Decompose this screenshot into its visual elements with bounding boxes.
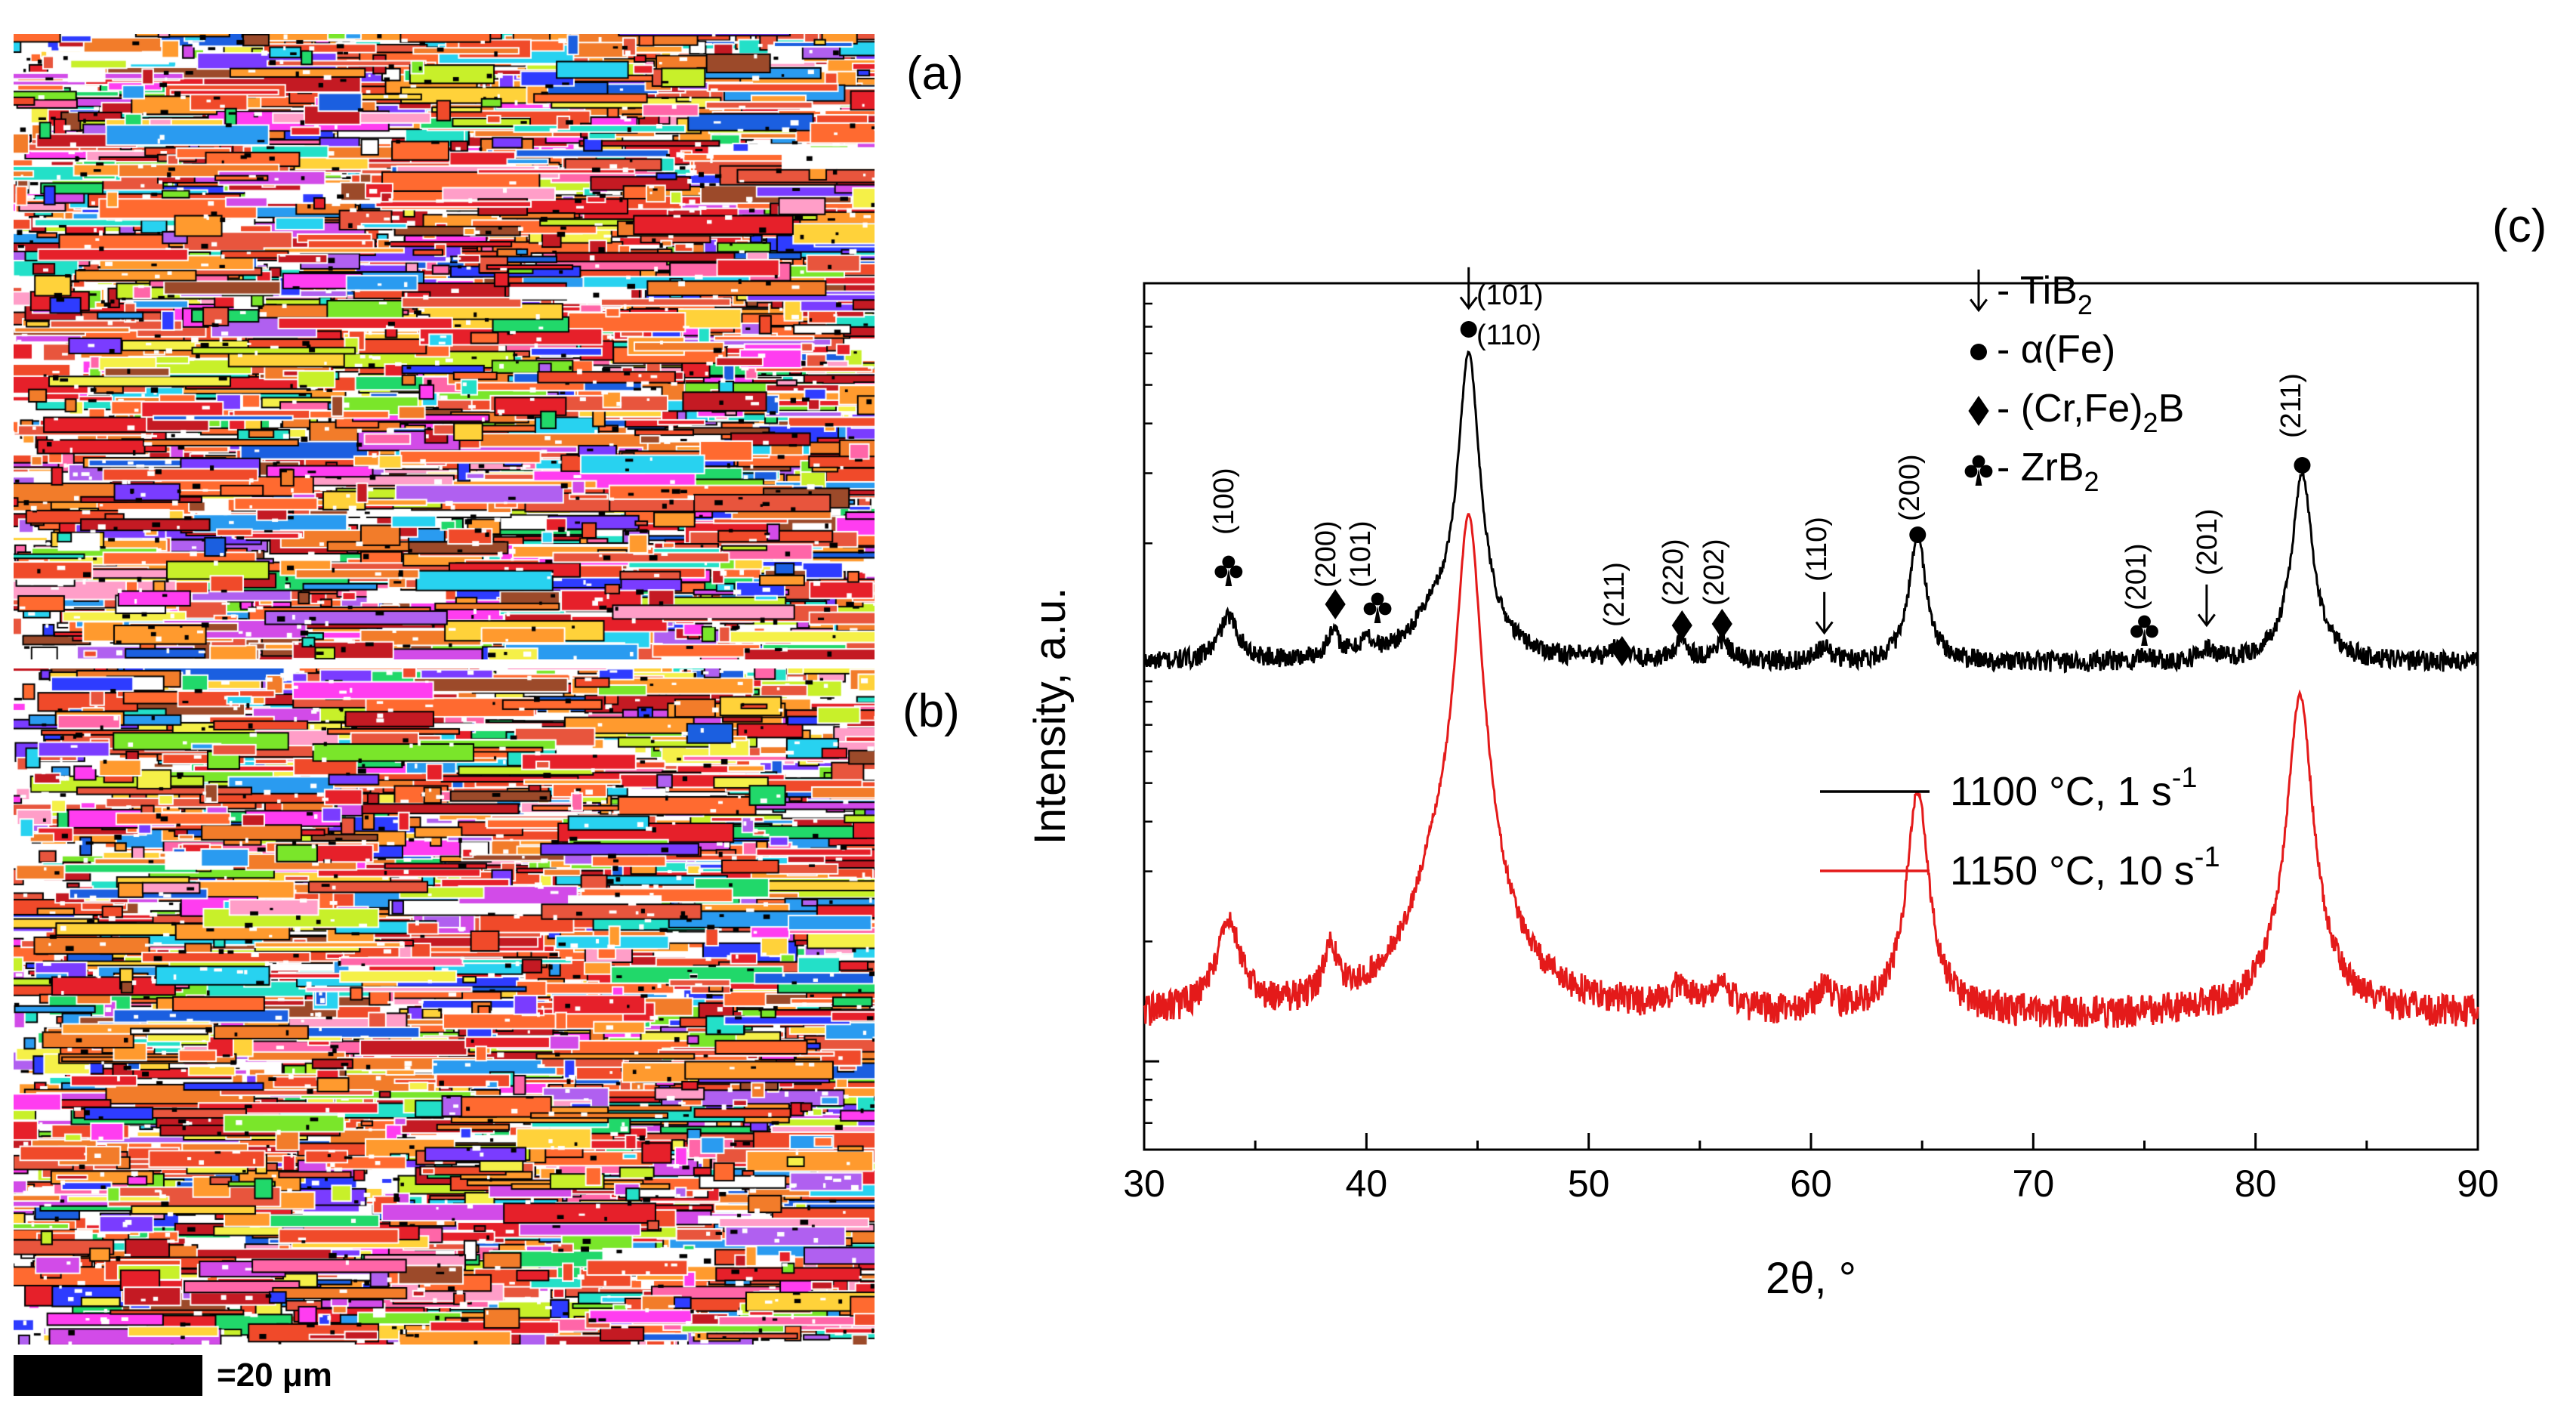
phase-legend: - TiB2 - α(Fe) - (Cr,Fe)2B - ZrB2	[1964, 269, 2184, 497]
club-icon	[1214, 555, 1243, 586]
peak-hkl-label: (200)	[1310, 520, 1342, 588]
peak-hkl-label: (201)	[2121, 543, 2152, 610]
phase-legend-label: - TiB2	[1997, 269, 2093, 320]
peak-annotations: (100)(200) (101)(101)(110)(211) (220) (202)…	[1208, 267, 2311, 666]
peak-hkl-label: (100)	[1208, 468, 1240, 535]
peak-hkl-label: (110)	[1476, 320, 1541, 351]
peak-hkl-label: (211)	[1599, 562, 1630, 627]
orientation-map-image-b	[14, 668, 875, 1345]
peak-hkl-label: (110)	[1801, 517, 1833, 582]
orientation-map-image-a	[14, 34, 875, 659]
arrow-down-icon	[1815, 591, 1834, 635]
series-legend-label: 1150 °C, 10 s-1	[1950, 841, 2220, 894]
arrow-down-icon	[1970, 269, 1988, 313]
x-tick-label: 50	[1568, 1162, 1610, 1205]
diamond-icon	[1612, 636, 1633, 666]
diamond-icon	[1711, 609, 1732, 639]
scale-bar-label: =20 μm	[217, 1357, 332, 1394]
phase-legend-label: - ZrB2	[1997, 446, 2099, 497]
circle-icon	[1460, 321, 1477, 338]
panel-label-b: (b)	[902, 685, 960, 737]
xrd-curves	[1143, 350, 2479, 1029]
circle-icon	[1909, 526, 1927, 543]
orientation-map-a	[14, 34, 875, 659]
circle-icon	[1970, 344, 1987, 360]
x-tick-label: 70	[2013, 1162, 2055, 1205]
phase-legend-label: - α(Fe)	[1997, 328, 2115, 372]
orientation-map-b	[14, 668, 875, 1345]
x-tick-label: 80	[2235, 1162, 2277, 1205]
peak-hkl-label: (202)	[1698, 539, 1730, 606]
diamond-icon	[1325, 589, 1346, 619]
x-axis-ticks: 30 40 50 60 70 80 90	[1123, 1133, 2499, 1205]
peak-hkl-label: (101)	[1476, 279, 1544, 311]
phase-legend-label: - (Cr,Fe)2B	[1997, 387, 2184, 438]
x-tick-label: 40	[1346, 1162, 1388, 1205]
x-axis-label: 2θ, °	[1766, 1254, 1856, 1303]
y-axis-label: Intensity, a.u.	[1026, 588, 1075, 845]
series-line-1	[1143, 350, 2479, 674]
x-tick-label: 90	[2457, 1162, 2499, 1205]
x-tick-label: 60	[1790, 1162, 1832, 1205]
series-line-2	[1143, 513, 2479, 1029]
arrow-down-icon	[2197, 584, 2216, 628]
panel-label-a: (a)	[906, 48, 964, 100]
series-legend: 1100 °C, 1 s-1 1150 °C, 10 s-1	[1820, 762, 2220, 894]
club-icon	[1964, 455, 1993, 486]
panel-label-c: (c)	[2492, 200, 2547, 252]
arrow-down-icon	[1459, 267, 1478, 310]
peak-hkl-label: (201)	[2192, 508, 2223, 576]
x-tick-label: 30	[1123, 1162, 1165, 1205]
series-legend-label: 1100 °C, 1 s-1	[1950, 762, 2198, 814]
diamond-icon	[1968, 396, 1989, 426]
peak-hkl-label: (211)	[2275, 373, 2307, 438]
peak-hkl-label: (220)	[1658, 539, 1689, 606]
scale-bar	[14, 1355, 202, 1396]
circle-icon	[2294, 457, 2311, 474]
peak-hkl-label: (101)	[1345, 520, 1377, 588]
club-icon	[2130, 615, 2158, 646]
diamond-icon	[1671, 610, 1692, 641]
peak-hkl-label: (200)	[1894, 454, 1926, 521]
club-icon	[1363, 592, 1392, 623]
